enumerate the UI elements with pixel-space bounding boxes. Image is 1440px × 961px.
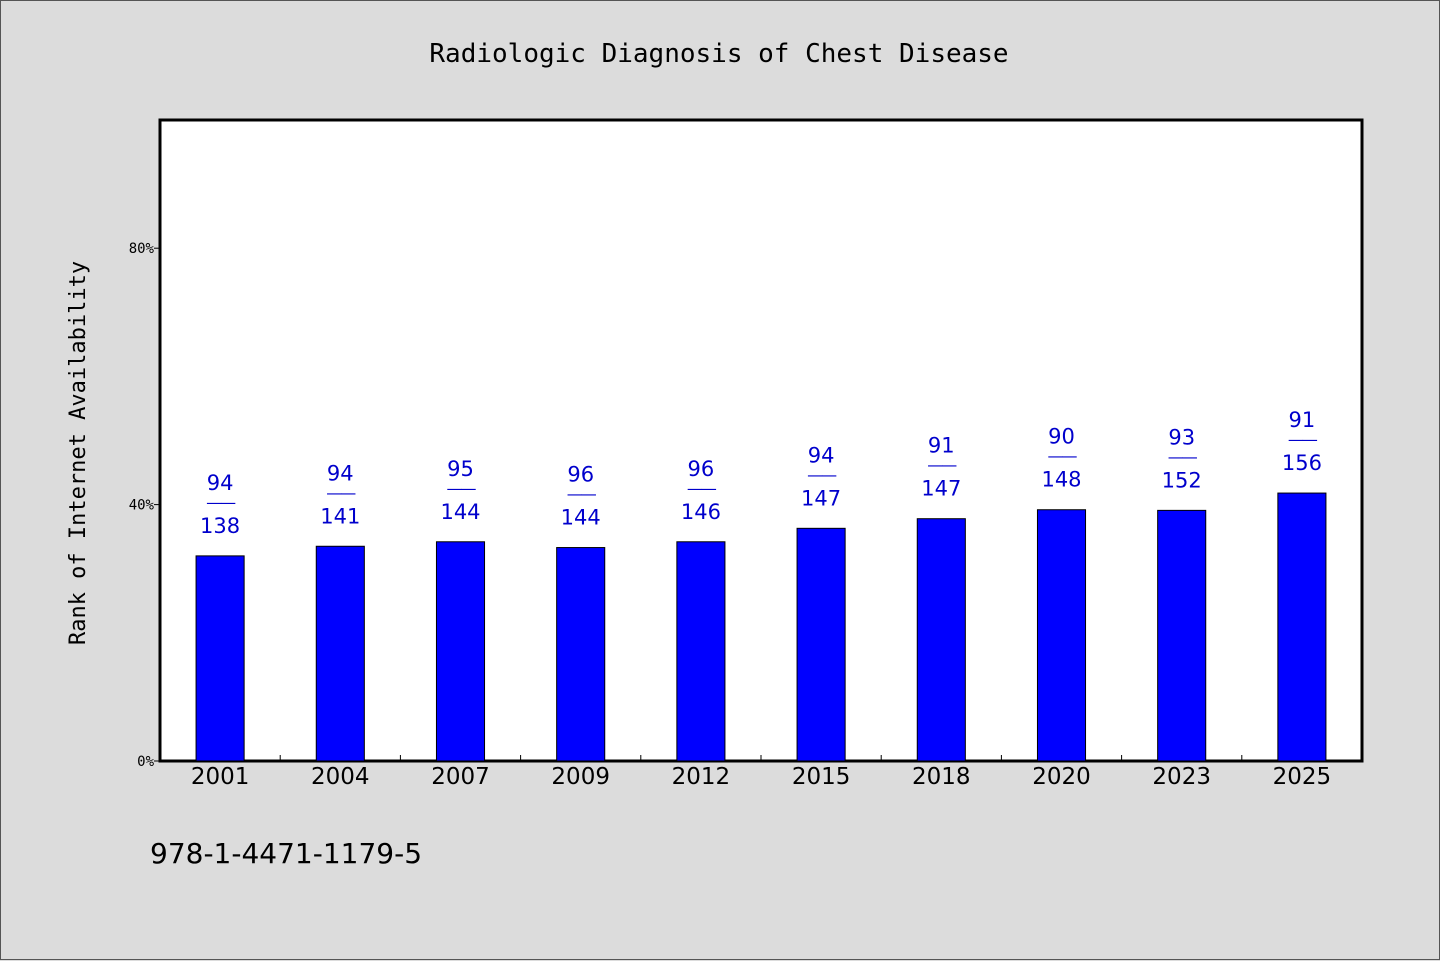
bar-label-separator: —— bbox=[1048, 447, 1078, 466]
bar-label-top: 96 bbox=[688, 457, 715, 481]
bar-label-bottom: 141 bbox=[320, 504, 360, 528]
y-axis-label: Rank of Internet Availability bbox=[66, 261, 91, 645]
bar-2020 bbox=[1036, 509, 1087, 762]
x-tick-label: 2007 bbox=[431, 764, 490, 790]
x-tick-label: 2025 bbox=[1273, 764, 1332, 790]
y-tick-label: 0% bbox=[137, 754, 154, 770]
bar-label-top: 91 bbox=[928, 434, 955, 458]
x-tick-label: 2001 bbox=[191, 764, 250, 790]
bar-2023 bbox=[1157, 509, 1207, 762]
bar-label-separator: —— bbox=[1288, 430, 1318, 449]
bar-label-bottom: 146 bbox=[681, 500, 721, 524]
bar-label-bottom: 156 bbox=[1282, 451, 1322, 475]
bar-label-top: 93 bbox=[1168, 425, 1195, 449]
bar-label-separator: —— bbox=[447, 479, 477, 498]
bar-label-top: 94 bbox=[207, 471, 234, 495]
bar-label-bottom: 147 bbox=[801, 486, 841, 510]
x-axis-ticks: 2001 2004 2007 2009 2012 2015 2018 2020 2023 2025 bbox=[191, 755, 1331, 790]
bar-label-bottom: 144 bbox=[561, 506, 601, 530]
bar-2007 bbox=[435, 541, 486, 762]
bar-2018 bbox=[916, 518, 966, 762]
y-tick-label: 40% bbox=[129, 498, 155, 514]
bar-label-separator: —— bbox=[927, 456, 957, 475]
bar-label-bottom: 144 bbox=[440, 500, 480, 524]
bar-label-bottom: 147 bbox=[921, 477, 961, 501]
bar-2015 bbox=[796, 527, 846, 762]
bar-2009 bbox=[556, 547, 606, 762]
x-tick-label: 2009 bbox=[551, 764, 610, 790]
bars bbox=[195, 492, 1327, 762]
x-tick-label: 2020 bbox=[1032, 764, 1091, 790]
bar-2004 bbox=[315, 545, 365, 762]
bar-label-top: 96 bbox=[567, 463, 594, 487]
bar-label-top: 95 bbox=[447, 457, 474, 481]
bar-label-top: 90 bbox=[1048, 425, 1075, 449]
x-tick-label: 2018 bbox=[912, 764, 971, 790]
bar-2001 bbox=[195, 555, 245, 762]
bar-2025 bbox=[1277, 492, 1327, 762]
bar-label-bottom: 148 bbox=[1041, 468, 1081, 492]
bar-2012 bbox=[676, 541, 726, 762]
bar-label-separator: —— bbox=[1168, 447, 1198, 466]
bar-label-separator: —— bbox=[567, 485, 597, 504]
y-tick-label: 80% bbox=[129, 241, 155, 257]
bar-label-top: 94 bbox=[327, 461, 354, 485]
x-tick-label: 2023 bbox=[1152, 764, 1211, 790]
isbn-footnote: 978-1-4471-1179-5 bbox=[150, 837, 422, 870]
bar-label-separator: —— bbox=[807, 465, 837, 484]
bar-label-bottom: 152 bbox=[1162, 468, 1202, 492]
x-tick-label: 2015 bbox=[792, 764, 851, 790]
bar-labels: 94——13894——14195——14496——14496——14694——1… bbox=[200, 408, 1322, 538]
bar-label-top: 91 bbox=[1289, 408, 1316, 432]
x-tick-label: 2012 bbox=[672, 764, 731, 790]
bar-label-bottom: 138 bbox=[200, 514, 240, 538]
bar-label-separator: —— bbox=[326, 483, 356, 502]
bar-label-top: 94 bbox=[808, 443, 835, 467]
bar-label-separator: —— bbox=[206, 493, 236, 512]
bar-label-separator: —— bbox=[687, 479, 717, 498]
y-axis-ticks: 0% 40% 80% bbox=[129, 241, 160, 770]
x-tick-label: 2004 bbox=[311, 764, 370, 790]
chart-title: Radiologic Diagnosis of Chest Disease bbox=[429, 39, 1008, 69]
